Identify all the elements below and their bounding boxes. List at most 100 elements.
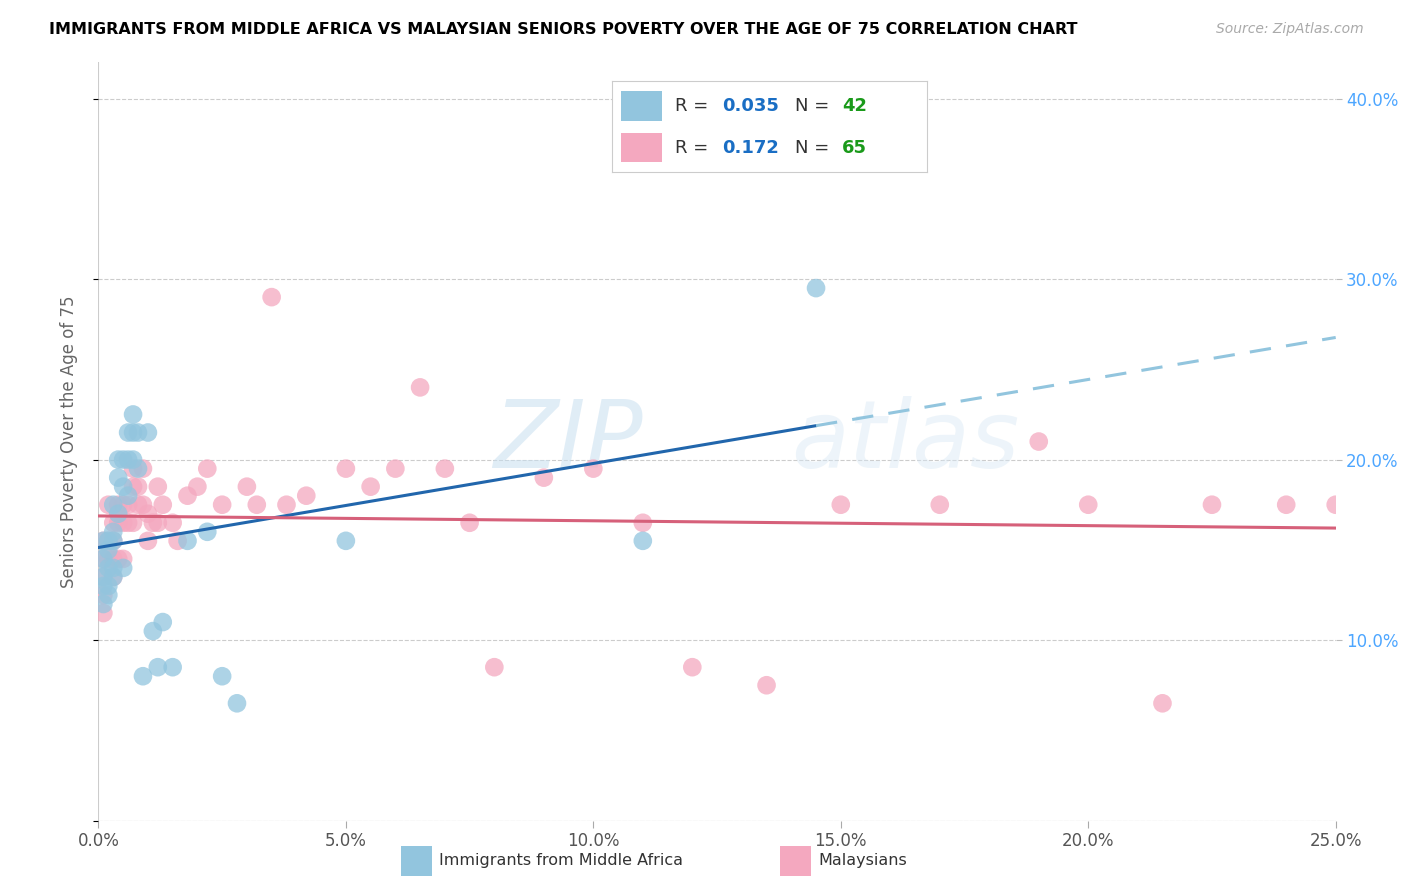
Text: IMMIGRANTS FROM MIDDLE AFRICA VS MALAYSIAN SENIORS POVERTY OVER THE AGE OF 75 CO: IMMIGRANTS FROM MIDDLE AFRICA VS MALAYSI…: [49, 22, 1078, 37]
Point: [146, 516, 169, 530]
Point: [211, 669, 233, 683]
Point: [112, 516, 135, 530]
Point: [103, 570, 125, 584]
Point: [93, 597, 115, 611]
Point: [1275, 498, 1298, 512]
Point: [93, 570, 115, 584]
Point: [127, 498, 149, 512]
Point: [152, 498, 174, 512]
Point: [276, 498, 298, 512]
Point: [142, 624, 165, 639]
Point: [103, 533, 125, 548]
Point: [107, 552, 129, 566]
Point: [97, 533, 120, 548]
Point: [122, 452, 145, 467]
Point: [1077, 498, 1099, 512]
Point: [93, 606, 115, 620]
Point: [93, 588, 115, 602]
Point: [755, 678, 778, 692]
Point: [93, 533, 115, 548]
Point: [433, 461, 456, 475]
Point: [186, 480, 208, 494]
Point: [211, 498, 233, 512]
Point: [830, 498, 852, 512]
Point: [1324, 498, 1347, 512]
Point: [195, 461, 218, 475]
Point: [146, 660, 169, 674]
Point: [335, 461, 357, 475]
Point: [162, 660, 184, 674]
Text: atlas: atlas: [792, 396, 1019, 487]
Point: [112, 498, 135, 512]
Point: [1350, 498, 1372, 512]
Point: [93, 570, 115, 584]
Point: [681, 660, 703, 674]
Point: [112, 561, 135, 575]
Point: [103, 561, 125, 575]
Point: [112, 552, 135, 566]
Point: [107, 498, 129, 512]
Text: ZIP: ZIP: [494, 396, 643, 487]
Point: [93, 552, 115, 566]
Point: [136, 533, 159, 548]
Point: [97, 579, 120, 593]
Point: [1201, 498, 1223, 512]
Point: [631, 533, 654, 548]
Point: [132, 669, 155, 683]
Point: [117, 498, 139, 512]
Y-axis label: Seniors Poverty Over the Age of 75: Seniors Poverty Over the Age of 75: [59, 295, 77, 588]
Point: [107, 470, 129, 484]
Point: [631, 516, 654, 530]
Point: [103, 516, 125, 530]
Point: [122, 425, 145, 440]
Point: [103, 533, 125, 548]
Text: Source: ZipAtlas.com: Source: ZipAtlas.com: [1216, 22, 1364, 37]
Point: [127, 425, 149, 440]
Point: [93, 579, 115, 593]
Point: [409, 380, 432, 394]
Point: [117, 489, 139, 503]
Point: [122, 408, 145, 422]
Point: [122, 516, 145, 530]
Point: [295, 489, 318, 503]
Point: [97, 552, 120, 566]
Point: [136, 507, 159, 521]
Point: [928, 498, 950, 512]
Point: [582, 461, 605, 475]
Point: [112, 452, 135, 467]
Point: [107, 507, 129, 521]
Point: [176, 533, 198, 548]
Point: [97, 542, 120, 557]
Point: [103, 552, 125, 566]
Point: [107, 452, 129, 467]
Point: [142, 516, 165, 530]
Point: [103, 524, 125, 539]
Point: [117, 516, 139, 530]
Point: [97, 561, 120, 575]
Point: [93, 533, 115, 548]
Point: [533, 470, 555, 484]
Point: [97, 498, 120, 512]
Point: [166, 533, 188, 548]
Point: [117, 452, 139, 467]
Point: [112, 480, 135, 494]
Point: [97, 588, 120, 602]
Point: [93, 552, 115, 566]
Point: [804, 281, 827, 295]
Point: [122, 461, 145, 475]
Text: Immigrants from Middle Africa: Immigrants from Middle Africa: [439, 854, 683, 868]
Point: [360, 480, 382, 494]
Point: [132, 498, 155, 512]
Point: [1152, 696, 1174, 710]
Point: [226, 696, 249, 710]
Point: [136, 425, 159, 440]
Point: [117, 425, 139, 440]
Point: [162, 516, 184, 530]
Point: [260, 290, 283, 304]
Point: [384, 461, 406, 475]
Point: [246, 498, 269, 512]
Text: Malaysians: Malaysians: [818, 854, 907, 868]
Point: [195, 524, 218, 539]
Point: [132, 461, 155, 475]
Point: [1028, 434, 1050, 449]
